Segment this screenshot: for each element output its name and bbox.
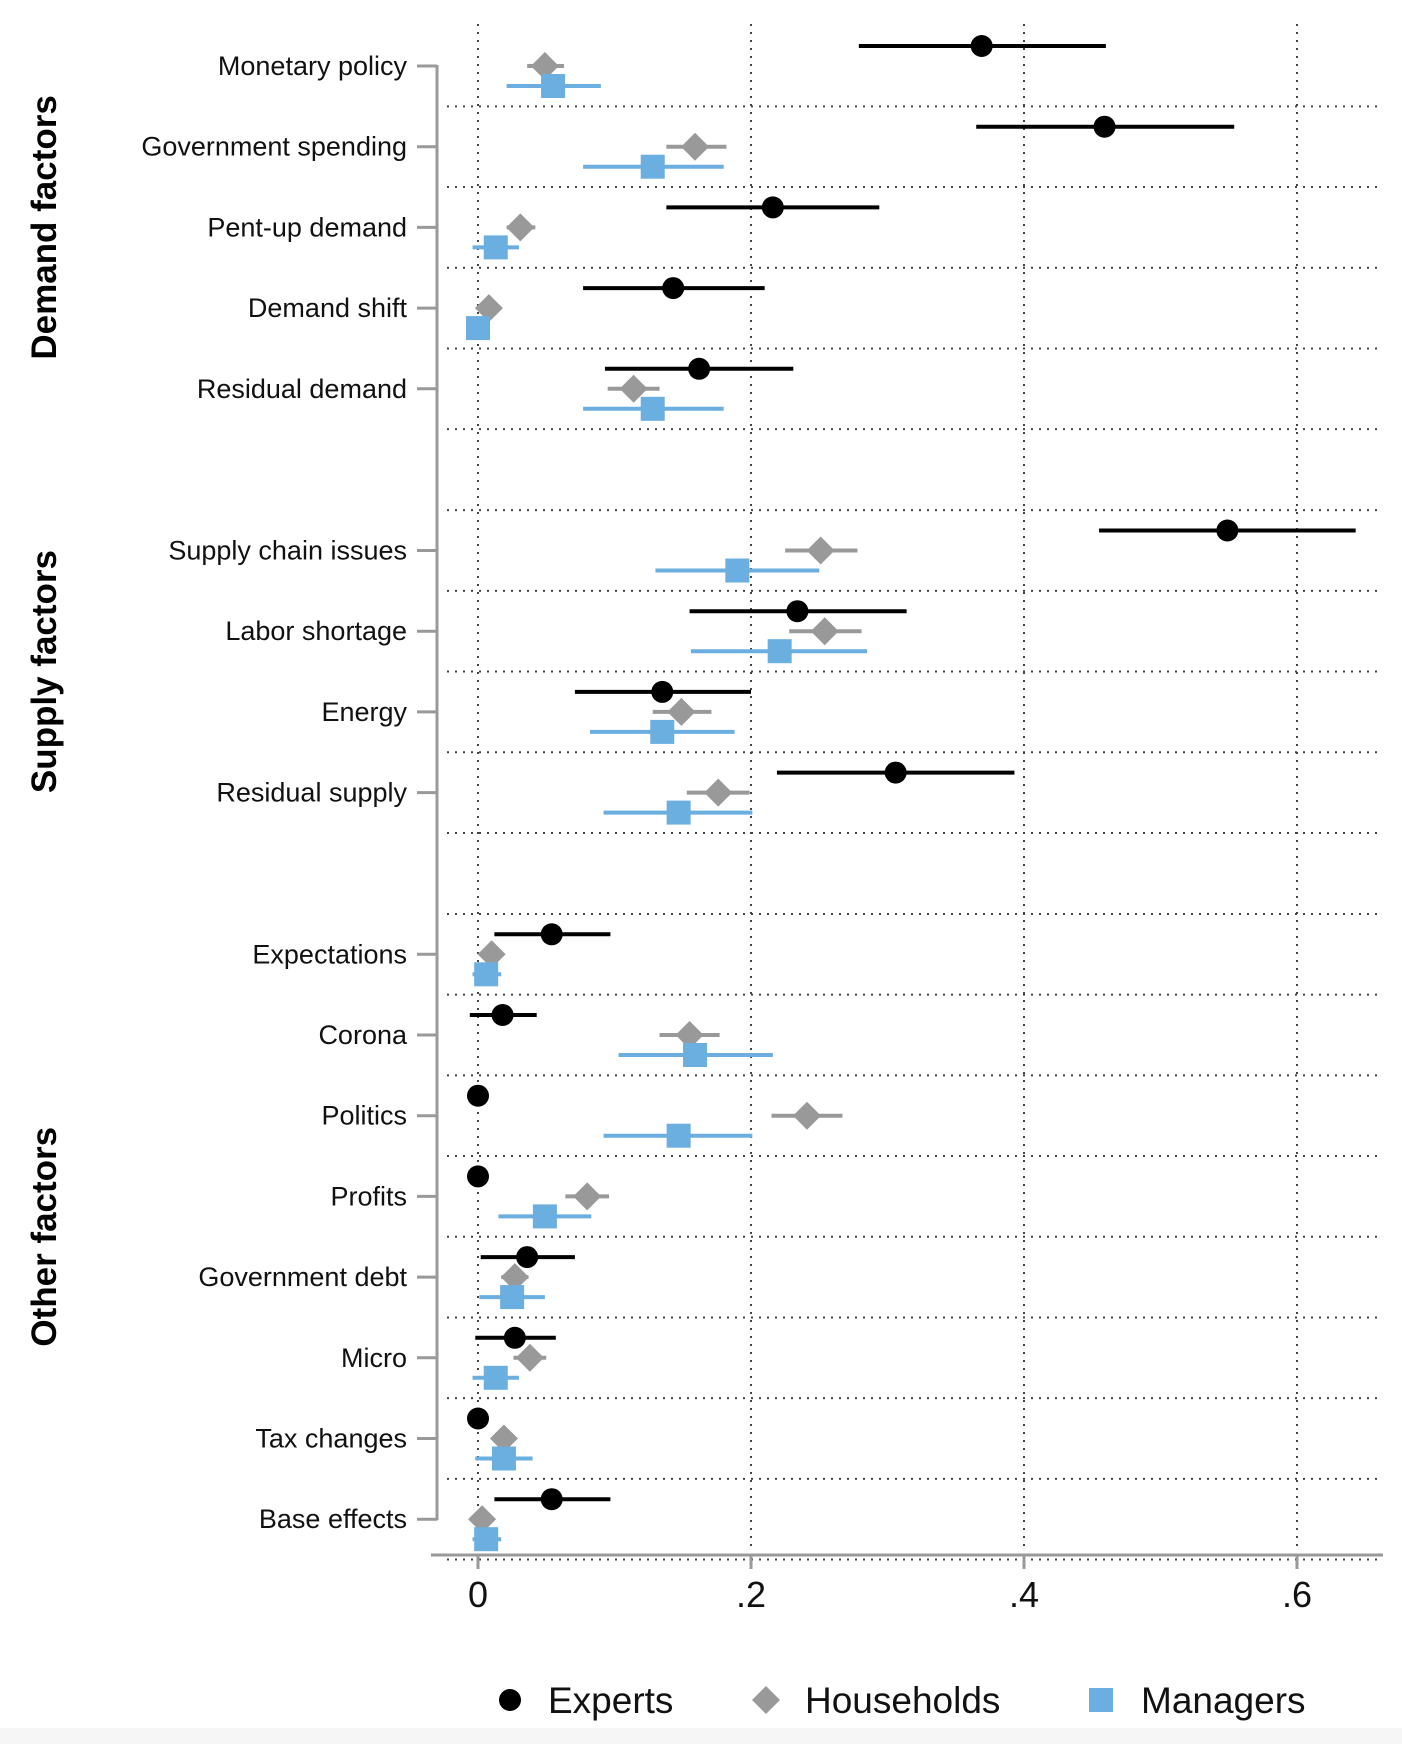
point-managers-residual-demand: [640, 396, 665, 421]
category-label-pent-up-demand: Pent-up demand: [207, 212, 407, 242]
point-managers-labor-shortage: [767, 639, 792, 664]
point-managers-profits: [532, 1204, 557, 1229]
legend-label-managers: Managers: [1141, 1680, 1306, 1721]
point-households-corona: [675, 1021, 704, 1049]
point-managers-micro: [483, 1365, 508, 1390]
legend-label-experts: Experts: [548, 1680, 673, 1721]
point-experts-profits: [467, 1165, 489, 1188]
point-managers-residual-supply: [666, 800, 691, 825]
point-managers-supply-chain-issues: [725, 558, 750, 583]
bottom-strip: [0, 1728, 1402, 1744]
point-managers-government-debt: [500, 1285, 525, 1310]
point-experts-residual-demand: [688, 357, 711, 380]
point-managers-expectations: [474, 962, 499, 987]
x-tick-label: .6: [1282, 1574, 1312, 1615]
point-managers-government-spending: [640, 154, 665, 179]
group-label-other-factors: Other factors: [25, 1127, 64, 1347]
point-experts-monetary-policy: [970, 35, 993, 57]
point-households-supply-chain-issues: [806, 536, 835, 565]
category-label-government-debt: Government debt: [198, 1262, 407, 1292]
point-households-tax-changes: [489, 1424, 518, 1453]
point-households-politics: [792, 1101, 821, 1130]
marks-layer: [466, 35, 1356, 1552]
group-label-demand-factors: Demand factors: [25, 95, 64, 360]
legend-label-households: Households: [805, 1680, 1000, 1721]
point-households-residual-demand: [619, 374, 648, 403]
legend-marker-experts: [499, 1689, 521, 1711]
point-households-energy: [667, 697, 696, 726]
point-households-government-spending: [681, 132, 710, 161]
category-label-micro: Micro: [341, 1343, 407, 1373]
group-label-supply-factors: Supply factors: [25, 550, 64, 793]
category-label-monetary-policy: Monetary policy: [218, 51, 408, 81]
axis-layer: [417, 64, 1383, 1569]
point-managers-monetary-policy: [541, 74, 566, 98]
point-experts-tax-changes: [467, 1407, 489, 1430]
category-label-expectations: Expectations: [252, 939, 407, 969]
point-experts-government-debt: [516, 1246, 539, 1269]
x-tick-label: .2: [736, 1574, 766, 1615]
point-experts-energy: [651, 680, 674, 703]
point-households-labor-shortage: [810, 617, 839, 646]
point-experts-base-effects: [540, 1488, 563, 1511]
point-experts-micro: [503, 1326, 526, 1349]
grid-layer: [447, 24, 1383, 1561]
point-experts-corona: [491, 1004, 514, 1026]
point-households-government-debt: [500, 1263, 529, 1292]
x-tick-label: 0: [468, 1574, 488, 1615]
point-experts-demand-shift: [662, 277, 685, 300]
point-managers-energy: [650, 719, 675, 744]
point-experts-supply-chain-issues: [1216, 519, 1239, 542]
category-label-supply-chain-issues: Supply chain issues: [168, 536, 407, 566]
point-households-profits: [573, 1182, 602, 1211]
point-households-expectations: [477, 940, 506, 969]
point-experts-government-spending: [1093, 115, 1116, 138]
category-label-base-effects: Base effects: [259, 1504, 407, 1534]
category-label-labor-shortage: Labor shortage: [225, 616, 407, 646]
x-tick-label: .4: [1009, 1574, 1039, 1615]
point-experts-residual-supply: [884, 761, 907, 784]
category-label-demand-shift: Demand shift: [248, 293, 408, 323]
point-households-monetary-policy: [530, 52, 559, 80]
category-label-residual-demand: Residual demand: [197, 374, 407, 404]
point-experts-labor-shortage: [786, 600, 809, 623]
point-managers-demand-shift: [466, 316, 490, 341]
point-managers-politics: [666, 1123, 691, 1148]
legend-marker-managers: [1089, 1688, 1113, 1712]
legend: Experts Households Managers: [499, 1680, 1306, 1721]
point-households-micro: [515, 1343, 544, 1372]
category-label-politics: Politics: [321, 1101, 407, 1131]
category-label-tax-changes: Tax changes: [255, 1424, 407, 1454]
point-households-demand-shift: [474, 294, 503, 323]
point-households-base-effects: [468, 1505, 497, 1534]
legend-marker-households: [752, 1686, 780, 1714]
category-label-energy: Energy: [321, 697, 407, 727]
point-experts-expectations: [540, 923, 563, 946]
category-label-residual-supply: Residual supply: [216, 778, 407, 808]
point-households-pent-up-demand: [506, 213, 535, 242]
point-experts-pent-up-demand: [761, 196, 784, 219]
label-layer: 0 .2 .4 .6 Monetary policy Government spendin…: [25, 51, 1312, 1615]
category-label-government-spending: Government spending: [141, 132, 407, 162]
category-label-corona: Corona: [318, 1020, 408, 1050]
point-experts-politics: [467, 1084, 489, 1107]
point-managers-base-effects: [474, 1527, 499, 1552]
point-households-residual-supply: [704, 778, 733, 807]
point-managers-tax-changes: [491, 1446, 516, 1471]
category-label-profits: Profits: [330, 1181, 407, 1211]
point-managers-corona: [683, 1043, 708, 1067]
point-managers-pent-up-demand: [483, 235, 508, 260]
